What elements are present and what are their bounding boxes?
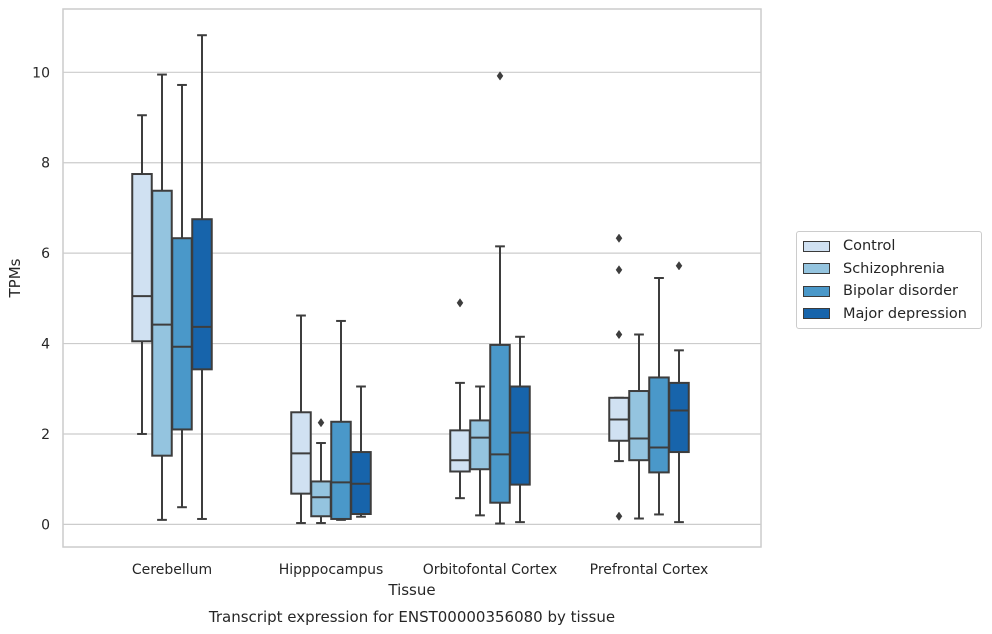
- outlier-point: [615, 265, 623, 275]
- legend-swatch: [803, 285, 830, 297]
- outlier-point: [675, 261, 683, 271]
- outlier-point: [615, 233, 623, 243]
- outlier-point: [317, 418, 325, 428]
- legend-item: Major depression: [797, 303, 981, 326]
- legend-item: Control: [797, 235, 981, 258]
- box: [628, 390, 650, 462]
- box: [668, 381, 690, 454]
- y-tick-label: 10: [32, 65, 50, 81]
- box: [171, 237, 193, 431]
- box-group: [489, 71, 511, 525]
- y-tick-label: 4: [41, 337, 50, 353]
- plot-frame: [62, 8, 762, 548]
- box-group: [330, 319, 352, 521]
- x-axis-label: Tissue: [387, 581, 435, 599]
- box: [489, 343, 511, 504]
- legend: Control Schizophrenia Bipolar disorder Majo…: [796, 231, 982, 329]
- x-tick-label: Cerebellum: [132, 562, 212, 578]
- box-group: [449, 298, 471, 500]
- y-tick-label: 8: [41, 156, 50, 172]
- y-tick-label: 0: [41, 517, 50, 533]
- box: [509, 385, 531, 486]
- box-group: [151, 73, 173, 521]
- box-group: [509, 335, 531, 524]
- box: [131, 173, 153, 343]
- y-tick-label: 6: [41, 246, 50, 262]
- box: [151, 189, 173, 457]
- box: [310, 480, 332, 518]
- y-tick-labels: 0 2 4 6 8 10: [32, 65, 50, 533]
- box-group: [290, 314, 312, 525]
- outlier-point: [615, 329, 623, 340]
- outlier-point: [615, 511, 623, 521]
- legend-swatch: [803, 308, 830, 320]
- legend-label: Bipolar disorder: [843, 283, 958, 300]
- box-group: [668, 261, 690, 524]
- box: [191, 218, 213, 371]
- x-tick-label: Hipppocampus: [279, 562, 384, 578]
- box-group: [350, 385, 372, 518]
- legend-swatch: [803, 240, 830, 252]
- outlier-point: [496, 71, 504, 81]
- box-group: [628, 333, 650, 520]
- box: [469, 419, 491, 471]
- y-tick-label: 2: [41, 427, 50, 443]
- legend-label: Control: [843, 238, 896, 255]
- x-tick-labels: Cerebellum Hipppocampus Orbitofontal Corte…: [132, 562, 708, 578]
- box-group: [608, 233, 630, 521]
- legend-label: Schizophrenia: [843, 260, 945, 277]
- outlier-point: [456, 298, 464, 308]
- box: [449, 429, 471, 473]
- legend-label: Major depression: [843, 305, 967, 322]
- box-group: [171, 83, 193, 509]
- box-group: [131, 114, 153, 435]
- box: [330, 420, 352, 520]
- legend-item: Bipolar disorder: [797, 280, 981, 303]
- x-tick-label: Prefrontal Cortex: [590, 562, 709, 578]
- legend-swatch: [803, 263, 830, 275]
- box-group: [191, 34, 213, 520]
- chart-title: Transcript expression for ENST0000035608…: [208, 608, 615, 626]
- boxes: [131, 34, 690, 525]
- box-group: [648, 277, 670, 516]
- box-group: [469, 385, 491, 517]
- box: [648, 376, 670, 474]
- x-tick-label: Orbitofontal Cortex: [423, 562, 558, 578]
- legend-item: Schizophrenia: [797, 258, 981, 281]
- y-axis-label: TPMs: [6, 258, 24, 298]
